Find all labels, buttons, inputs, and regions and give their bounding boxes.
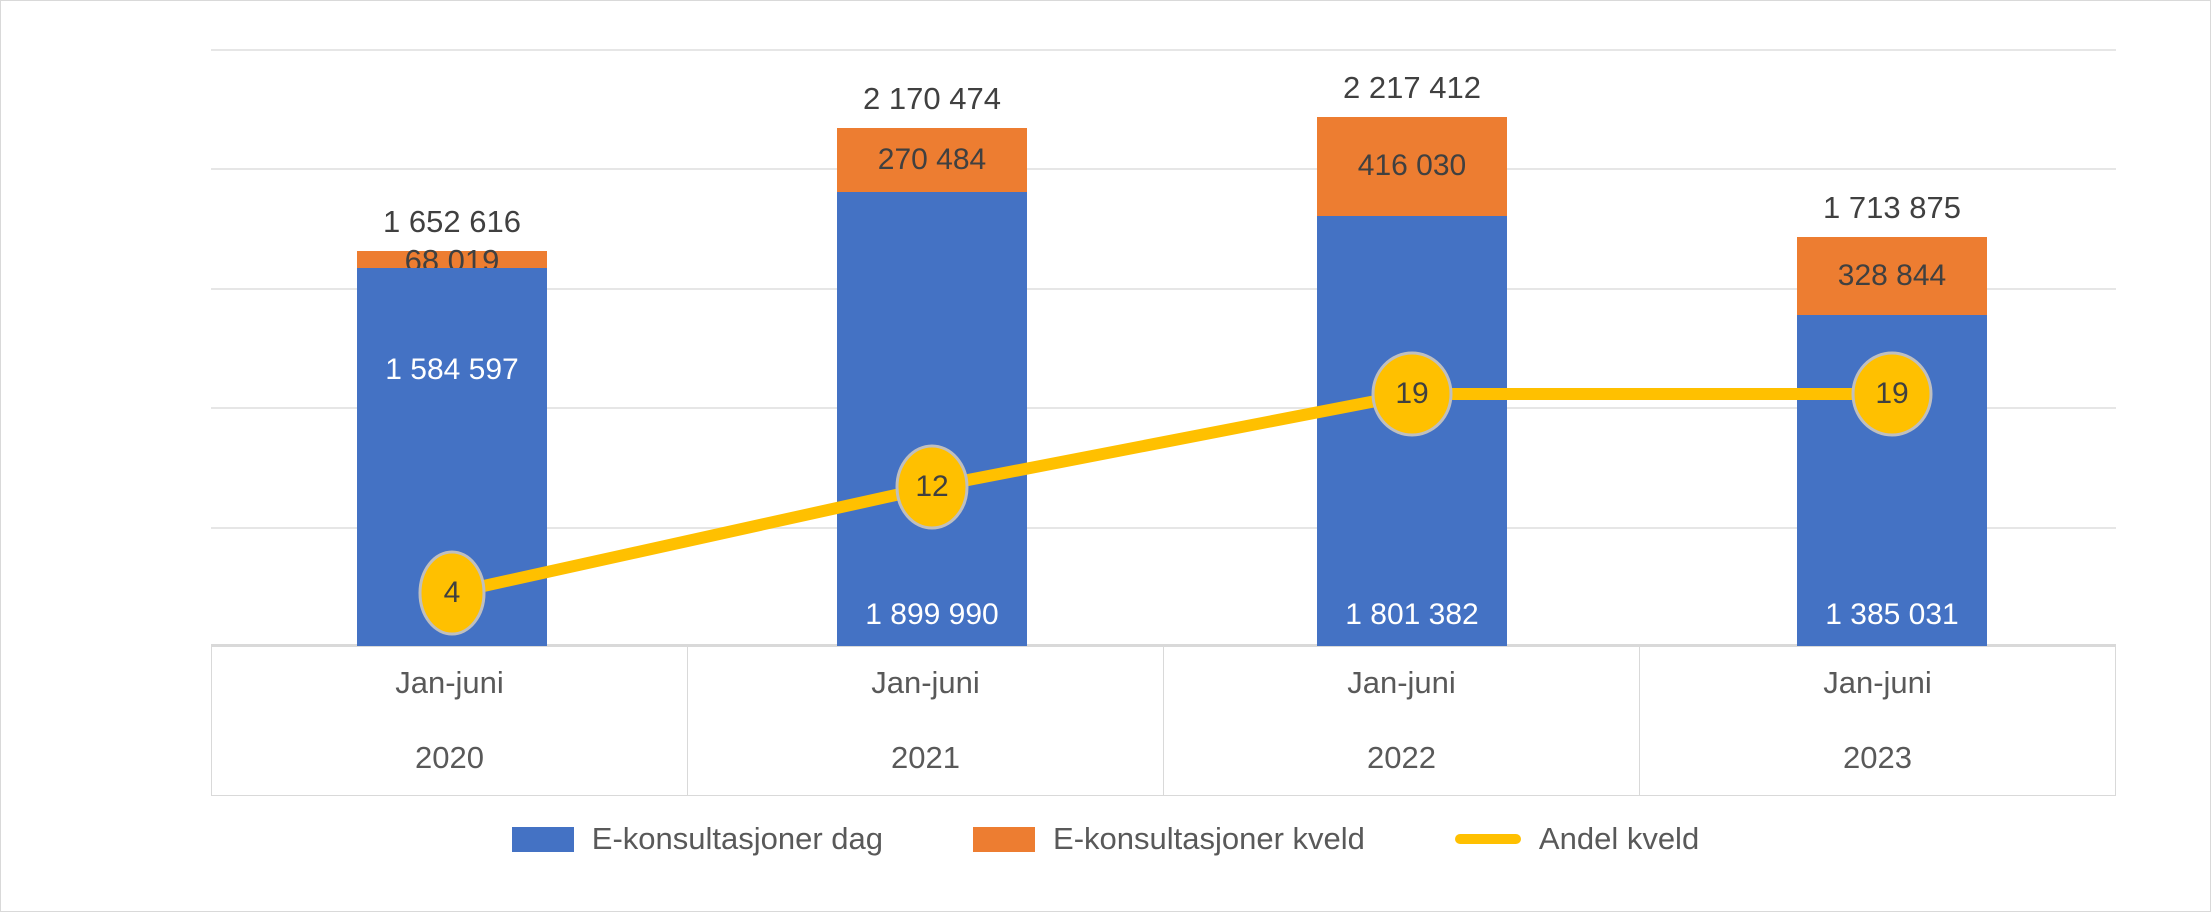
category-cell-2022: Jan-juni 2022 bbox=[1164, 646, 1640, 795]
bar-segment-kveld-2023[interactable]: 328 844 bbox=[1797, 236, 1987, 316]
legend-label-dag: E-konsultasjoner dag bbox=[591, 821, 884, 856]
bar-label-dag-2023: 1 385 031 bbox=[1825, 598, 1959, 631]
category-period-2020: Jan-juni bbox=[395, 665, 504, 701]
category-year-2022: 2022 bbox=[1367, 739, 1436, 775]
legend-label-kveld: E-konsultasjoner kveld bbox=[1053, 821, 1365, 856]
bar-segment-kveld-2021[interactable]: 270 484 bbox=[837, 127, 1027, 193]
legend-label-andel: Andel kveld bbox=[1538, 821, 1700, 856]
legend-item-andel[interactable]: Andel kveld bbox=[1454, 821, 1700, 857]
category-period-2021: Jan-juni bbox=[871, 665, 980, 701]
bar-label-kveld-2023: 328 844 bbox=[1837, 259, 1947, 293]
bar-segment-dag-2023[interactable]: 1 385 031 bbox=[1797, 315, 1987, 646]
bar-total-label-2023: 1 713 875 bbox=[1823, 189, 1961, 225]
category-cell-2023: Jan-juni 2023 bbox=[1640, 646, 2115, 795]
category-axis: Jan-juni 2020 Jan-juni 2021 Jan-juni 202… bbox=[211, 646, 2116, 796]
chart-legend: E-konsultasjoner dag E-konsultasjoner kv… bbox=[1, 821, 2210, 857]
bar-segment-dag-2020[interactable]: 1 584 597 bbox=[357, 267, 547, 646]
plot-area: 2 500 000 2 000 000 1 500 000 1 000 000 … bbox=[211, 49, 2116, 647]
bar-group-2023[interactable]: 1 713 875 328 844 1 385 031 bbox=[1797, 190, 1987, 646]
category-cell-2020: Jan-juni 2020 bbox=[212, 646, 688, 795]
bar-label-kveld-2022: 416 030 bbox=[1357, 149, 1467, 183]
bar-total-label-2020: 1 652 616 bbox=[383, 204, 521, 240]
legend-swatch-andel-line-icon bbox=[1454, 834, 1521, 844]
legend-swatch-kveld-icon bbox=[973, 826, 1036, 852]
gridline-2500000 bbox=[211, 49, 2116, 51]
bar-group-2021[interactable]: 2 170 474 270 484 1 899 990 bbox=[837, 81, 1027, 646]
legend-item-dag[interactable]: E-konsultasjoner dag bbox=[511, 821, 884, 857]
andel-kveld-line bbox=[446, 388, 1898, 599]
bar-label-kveld-2021: 270 484 bbox=[877, 143, 987, 176]
bar-group-2022[interactable]: 2 217 412 416 030 1 801 382 bbox=[1317, 70, 1507, 647]
category-period-2023: Jan-juni bbox=[1823, 665, 1932, 701]
bar-segment-kveld-2022[interactable]: 416 030 bbox=[1317, 116, 1507, 216]
category-period-2022: Jan-juni bbox=[1347, 665, 1456, 701]
bar-total-label-2022: 2 217 412 bbox=[1343, 69, 1481, 105]
legend-swatch-dag-icon bbox=[511, 826, 574, 852]
bar-segment-dag-2022[interactable]: 1 801 382 bbox=[1317, 215, 1507, 646]
category-year-2021: 2021 bbox=[891, 739, 960, 775]
bar-segment-dag-2021[interactable]: 1 899 990 bbox=[837, 192, 1027, 646]
gridline-1500000 bbox=[211, 287, 2116, 290]
bar-total-label-2021: 2 170 474 bbox=[863, 80, 1001, 116]
bar-group-2020[interactable]: 1 652 616 68 019 1 584 597 bbox=[357, 204, 547, 646]
category-year-2020: 2020 bbox=[415, 739, 484, 775]
category-cell-2021: Jan-juni 2021 bbox=[688, 646, 1164, 795]
gridline-2000000 bbox=[211, 168, 2116, 171]
bar-label-dag-2021: 1 899 990 bbox=[865, 597, 999, 631]
bar-label-dag-2020: 1 584 597 bbox=[385, 352, 519, 386]
bar-label-dag-2022: 1 801 382 bbox=[1345, 597, 1479, 631]
legend-item-kveld[interactable]: E-konsultasjoner kveld bbox=[973, 821, 1365, 857]
axis-baseline bbox=[211, 644, 2116, 647]
category-year-2023: 2023 bbox=[1843, 739, 1912, 775]
bar-segment-kveld-2020[interactable]: 68 019 bbox=[357, 243, 547, 278]
